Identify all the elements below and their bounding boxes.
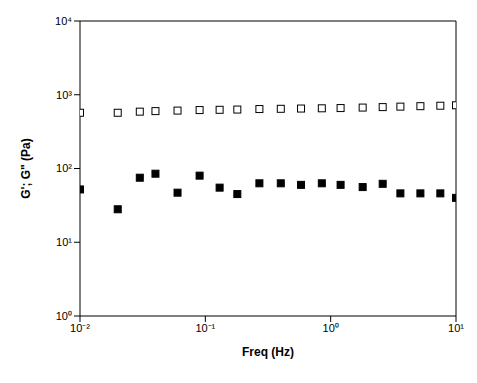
svg-text:10⁰: 10⁰ bbox=[56, 310, 72, 322]
svg-text:Freq (Hz): Freq (Hz) bbox=[242, 345, 294, 359]
svg-text:10¹: 10¹ bbox=[448, 322, 464, 334]
svg-text:10²: 10² bbox=[56, 162, 72, 174]
svg-text:10³: 10³ bbox=[56, 89, 72, 101]
svg-text:10⁴: 10⁴ bbox=[55, 15, 72, 27]
svg-text:10⁰: 10⁰ bbox=[323, 322, 339, 334]
svg-text:10⁻²: 10⁻² bbox=[70, 322, 90, 334]
svg-text:10⁻¹: 10⁻¹ bbox=[195, 322, 215, 334]
svg-text:G'; G" (Pa): G'; G" (Pa) bbox=[19, 138, 33, 199]
svg-text:10¹: 10¹ bbox=[56, 236, 72, 248]
